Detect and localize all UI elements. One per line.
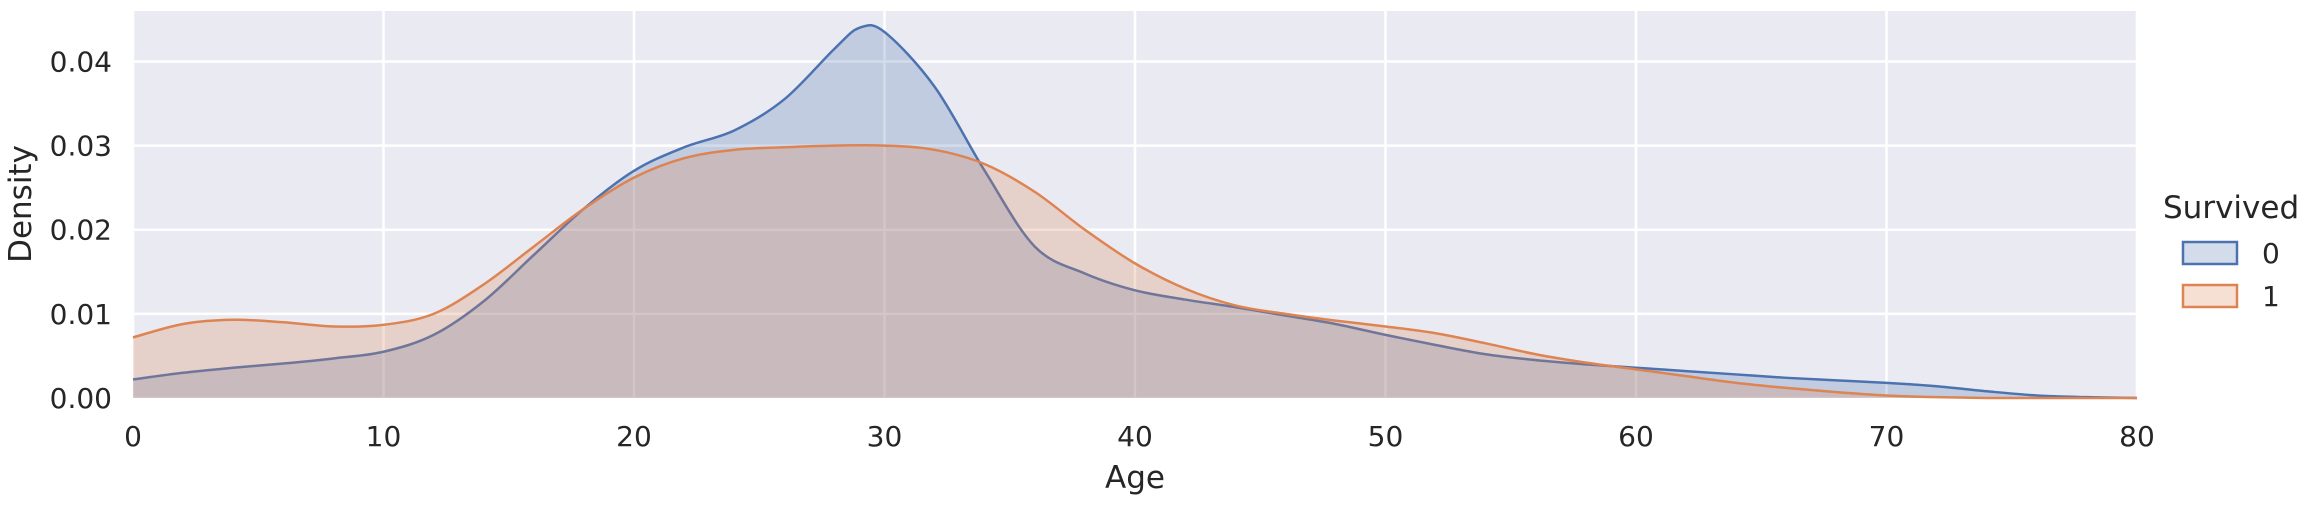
x-tick-label: 60: [1618, 420, 1654, 453]
y-tick-label: 0.04: [50, 45, 112, 78]
legend-swatch-0: [2181, 240, 2239, 266]
x-tick-label: 40: [1117, 420, 1153, 453]
x-tick-label: 70: [1869, 420, 1905, 453]
legend-title: Survived: [2163, 190, 2299, 226]
density-series: [132, 23, 2138, 400]
y-axis-label: Density: [3, 145, 39, 263]
density-area-1: [133, 145, 2137, 399]
density-line-0: [132, 23, 2138, 400]
y-tick-label: 0.01: [50, 298, 112, 331]
y-tick-labels: 0.00 0.01 0.02 0.03 0.04: [50, 45, 112, 415]
y-tick-label: 0.00: [50, 382, 112, 415]
legend-label-1: 1: [2262, 280, 2280, 313]
x-tick-label: 50: [1368, 420, 1404, 453]
y-tick-label: 0.03: [50, 130, 112, 163]
density-area-0: [133, 25, 2137, 399]
x-tick-label: 80: [2119, 420, 2155, 453]
legend-swatch-1: [2181, 283, 2239, 309]
density-line-1: [132, 143, 2137, 400]
x-tick-labels: 0 10 20 30 40 50 60 70 80: [124, 420, 2155, 453]
x-tick-label: 0: [124, 420, 142, 453]
y-tick-label: 0.02: [50, 214, 112, 247]
x-tick-label: 20: [616, 420, 652, 453]
legend: Survived 0 1: [2163, 190, 2299, 313]
x-tick-label: 30: [867, 420, 903, 453]
x-tick-label: 10: [366, 420, 402, 453]
x-axis-label: Age: [1105, 460, 1165, 496]
legend-label-0: 0: [2262, 237, 2280, 270]
